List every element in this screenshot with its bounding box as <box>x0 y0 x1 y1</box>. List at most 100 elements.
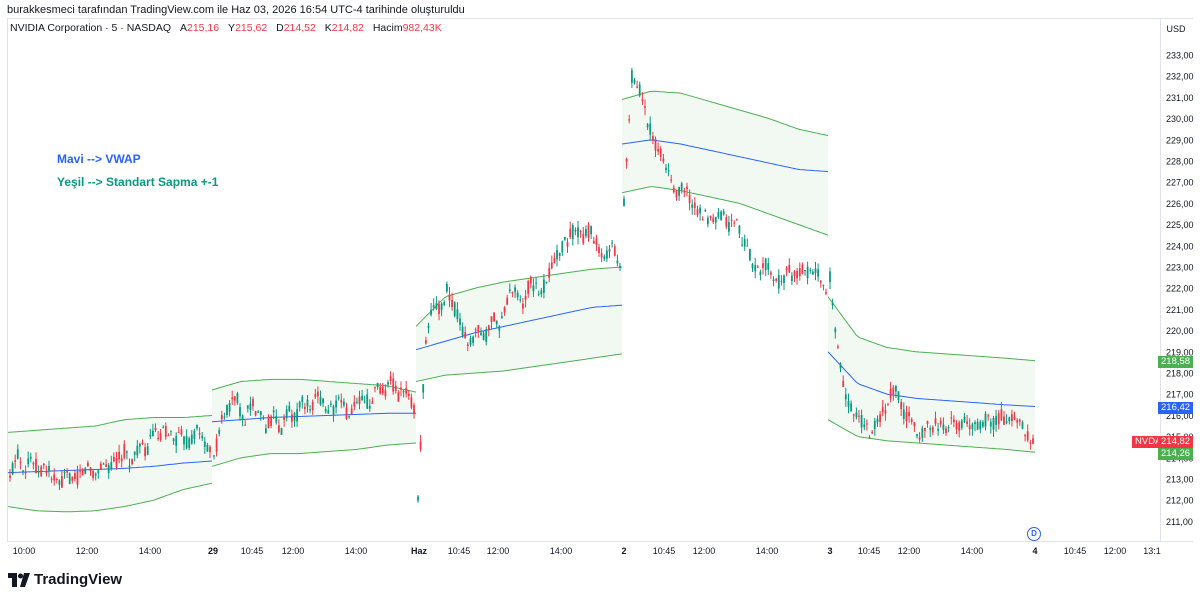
candle-body <box>652 136 654 140</box>
candle-body <box>228 403 231 412</box>
candle-body <box>524 296 527 300</box>
candle-body <box>921 428 924 438</box>
candle-body <box>40 466 43 477</box>
candle-body <box>293 412 296 421</box>
candle-body <box>495 320 498 325</box>
candle-body <box>960 420 963 428</box>
candle-body <box>686 186 688 189</box>
candle-body <box>198 433 201 435</box>
candle-body <box>493 312 495 322</box>
dividends-button[interactable]: D <box>1027 527 1041 541</box>
candle-body <box>767 263 770 270</box>
price-axis[interactable] <box>1160 18 1193 542</box>
candle-body <box>74 473 76 480</box>
candle-body <box>110 462 113 470</box>
candle-body <box>717 212 720 218</box>
candle-body <box>246 405 249 409</box>
candle-body <box>657 149 659 152</box>
chart-caption: burakkesmeci tarafından TradingView.com … <box>7 4 465 16</box>
candle-body <box>298 401 301 408</box>
candle-body <box>430 309 432 315</box>
candle-body <box>1032 438 1034 444</box>
candle-body <box>743 239 746 247</box>
candle-body <box>756 266 759 268</box>
upper-band-line <box>827 296 1036 362</box>
candle-body <box>741 244 743 246</box>
candle-body <box>968 425 971 430</box>
candle-body <box>61 476 63 488</box>
candle-body <box>616 260 619 264</box>
candle-body <box>262 417 265 419</box>
candle-body <box>929 428 932 430</box>
candle-body <box>371 401 374 404</box>
candle-body <box>422 384 425 393</box>
candle-body <box>66 470 68 473</box>
candle-body <box>175 436 178 446</box>
chart-pane[interactable] <box>7 18 1160 542</box>
candle-body <box>1024 435 1026 437</box>
y-tick-label: 220,00 <box>1166 326 1194 336</box>
candle-body <box>881 407 884 412</box>
candle-body <box>448 294 451 301</box>
candle-body <box>48 465 50 472</box>
candle-body <box>340 400 343 403</box>
candle-body <box>966 421 968 424</box>
candle-body <box>97 470 100 474</box>
currency-label[interactable]: USD <box>1166 24 1186 34</box>
candle-body <box>335 400 337 408</box>
high-label: Y <box>228 22 236 34</box>
candle-body <box>649 123 652 135</box>
y-tick-label: 231,00 <box>1166 93 1194 103</box>
candle-body <box>905 412 908 422</box>
candle-body <box>167 435 170 437</box>
x-tick-label: 12:00 <box>1104 546 1127 556</box>
candle-body <box>924 427 926 431</box>
candle-body <box>185 436 188 449</box>
x-tick-label: 10:45 <box>1064 546 1087 556</box>
candle-body <box>474 329 477 331</box>
candle-body <box>123 444 126 458</box>
candle-body <box>154 427 157 431</box>
candle-body <box>128 465 131 468</box>
y-tick-label: 216,00 <box>1166 411 1194 421</box>
candle-body <box>847 401 850 407</box>
candle-body <box>311 401 314 411</box>
candle-body <box>636 86 638 88</box>
x-tick-label: 14:00 <box>961 546 984 556</box>
candle-body <box>120 458 123 462</box>
y-tick-label: 211,00 <box>1166 517 1193 527</box>
brand-logo[interactable]: TradingView <box>8 571 122 588</box>
candle-body <box>42 463 45 466</box>
candle-body <box>162 426 165 428</box>
upper-band-tag: 218,58 <box>1158 356 1194 368</box>
candle-body <box>343 401 345 406</box>
candle-body <box>113 456 115 462</box>
candle-body <box>413 405 415 415</box>
candle-body <box>1008 417 1011 422</box>
candle-body <box>319 396 322 405</box>
candle-body <box>654 139 657 151</box>
candle-body <box>577 227 579 238</box>
candle-body <box>678 186 680 196</box>
candle-body <box>32 462 35 465</box>
high-value: 215,62 <box>235 22 268 34</box>
symbol-title[interactable]: NVIDIA Corporation · 5 · NASDAQ <box>10 22 172 34</box>
x-tick-label: 12:00 <box>487 546 510 556</box>
candle-body <box>619 265 621 268</box>
x-tick-label: 12:00 <box>898 546 921 556</box>
y-tick-label: 227,00 <box>1166 178 1194 188</box>
stdev-band-fill <box>828 296 1035 453</box>
y-tick-label: 222,00 <box>1166 284 1194 294</box>
candle-body <box>14 460 17 462</box>
candle-body <box>451 300 453 307</box>
candle-body <box>631 70 633 83</box>
candle-body <box>469 338 472 345</box>
candle-body <box>477 325 480 332</box>
candle-body <box>543 279 545 293</box>
candle-body <box>425 340 427 344</box>
x-tick-label: 10:45 <box>653 546 676 556</box>
candle-body <box>322 398 324 404</box>
upper-band-line <box>211 378 417 393</box>
x-tick-label: 10:45 <box>448 546 471 556</box>
y-tick-label: 221,00 <box>1166 305 1194 315</box>
